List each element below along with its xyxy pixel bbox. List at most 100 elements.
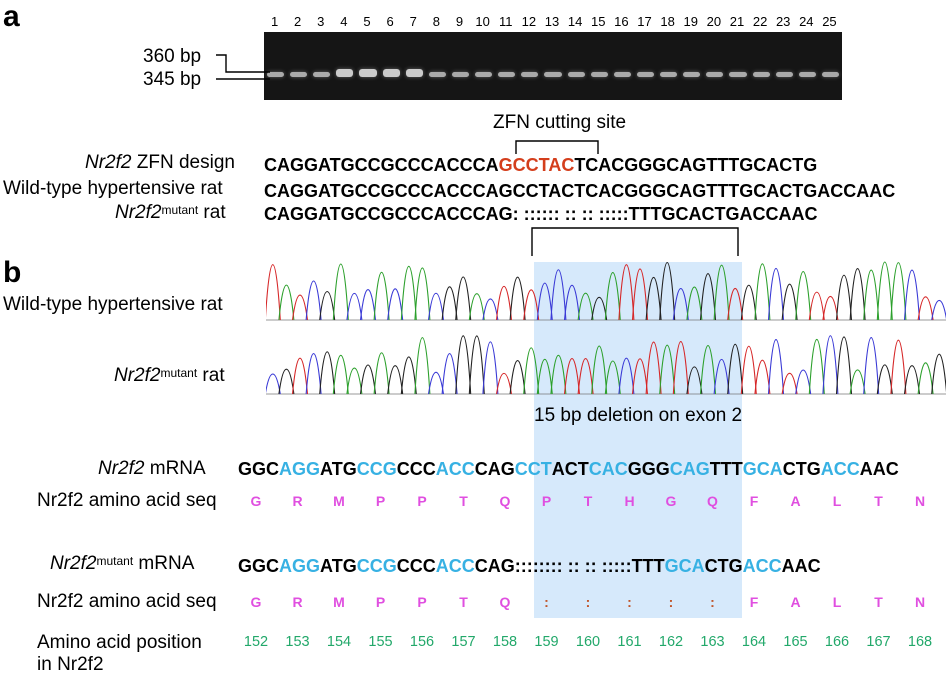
lane-number: 19: [683, 14, 698, 29]
codon: CCT: [514, 459, 552, 479]
superscript: mutant: [160, 366, 198, 380]
position-number: 167: [866, 634, 891, 650]
codon: GGC: [238, 556, 280, 576]
seq-part: CAGGATGCCGCCCACCCA: [264, 155, 499, 175]
trace-peak: [876, 261, 893, 321]
position-number: 159: [534, 634, 559, 650]
codon: AGG: [279, 556, 321, 576]
codon: GCA: [742, 459, 783, 479]
position-number: 168: [907, 634, 933, 650]
trace-peak: [876, 364, 893, 395]
amino-acid: H: [624, 493, 635, 509]
trace-peak: [822, 296, 839, 321]
lane-number: 20: [706, 14, 722, 29]
trace-peak: [332, 355, 349, 395]
trace-peak: [767, 339, 785, 395]
position-number: 154: [326, 634, 352, 650]
codon: GGC: [238, 459, 280, 479]
amino-acid: :: [544, 594, 549, 610]
trace-peak: [291, 357, 309, 395]
trace-peak: [713, 358, 730, 395]
lane-number: 1: [270, 14, 279, 29]
trace-peak: [387, 288, 404, 321]
trace-peak: [495, 372, 513, 395]
mrna-label-wt: Nr2f2 mRNA: [98, 458, 206, 480]
lane-number: 21: [729, 14, 745, 29]
gel-band: [475, 72, 493, 77]
trace-peak: [400, 266, 417, 321]
trace-peak: [468, 293, 485, 321]
trace-peak: [903, 365, 921, 395]
lane-number: 18: [660, 14, 675, 29]
amino-acid: L: [832, 493, 842, 509]
amino-acid: :: [627, 594, 632, 610]
label-text: mRNA: [133, 553, 195, 574]
seq-part: CAGGATGCCGCCCACCCAG: :::::: :: :: :::::T…: [264, 204, 818, 224]
amino-acid: :: [668, 594, 674, 610]
trace-peak: [332, 263, 349, 321]
deletion-label: 15 bp deletion on exon 2: [534, 405, 743, 426]
codon: AAC: [859, 459, 899, 479]
trace-peak: [740, 284, 757, 321]
trace-peak: [373, 352, 390, 395]
position-number: 161: [617, 634, 642, 650]
trace-peak: [754, 359, 771, 395]
superscript: mutant: [161, 203, 199, 217]
trace-peak: [427, 293, 445, 321]
gel-band: [405, 69, 423, 77]
gel-lane-numbers: 1 2 3 4 5 6 7 8 9 10 11 12 13 14 15 16 17 18 19 20 21 22 23 24 2…: [263, 15, 843, 31]
trace-peak: [455, 276, 472, 321]
trace-peak: [278, 368, 295, 395]
gel-band: [451, 72, 470, 77]
amino-acid: :: [585, 594, 591, 610]
trace-peak: [523, 289, 540, 321]
gene-name: Nr2f2: [115, 202, 162, 223]
chromatogram-wt: [266, 261, 946, 321]
trace-peak: [686, 366, 703, 395]
codon: CCG: [356, 459, 397, 479]
trace-peak: [808, 339, 825, 395]
trace-peak: [346, 367, 363, 395]
gel-band: [290, 72, 308, 77]
amino-acid: M: [333, 493, 345, 509]
trace-peak: [699, 344, 717, 395]
wt-sequence: CAGGATGCCGCCCACCCAGCCTACTCACGGGCAGTTTGCA…: [264, 180, 895, 202]
trace-peak: [931, 353, 946, 395]
trace-peak: [509, 277, 526, 321]
lane-number: 8: [432, 14, 440, 29]
mutant-mrna-sequence: GGCAGGATGCCGCCCACCCAG:::::::: :: :: ::::…: [238, 555, 821, 577]
lane-number: 12: [521, 14, 537, 29]
superscript: mutant: [96, 554, 134, 568]
aa-label-wt: Nr2f2 amino acid seq: [37, 490, 217, 511]
amino-acid: P: [375, 594, 386, 610]
amino-acid: L: [832, 594, 842, 610]
lane-number: 6: [386, 14, 394, 29]
gel-band: [590, 72, 608, 77]
amino-acid: T: [874, 493, 883, 509]
gene-name: Nr2f2: [114, 365, 161, 386]
trace-peak: [740, 345, 757, 395]
trace-peak: [305, 280, 322, 321]
trace-peak: [767, 267, 785, 321]
trace-peak: [835, 336, 853, 395]
amino-acid: N: [914, 594, 926, 610]
gene-name: Nr2f2: [50, 553, 97, 574]
codon: GGG: [627, 459, 670, 479]
gel-band: [660, 72, 678, 77]
lane-number: 7: [409, 14, 417, 29]
trace-peak: [319, 290, 336, 321]
trace-peak: [359, 364, 377, 395]
gene-name: Nr2f2: [85, 152, 132, 173]
amino-acid: P: [541, 493, 552, 509]
codon: CCC: [396, 459, 436, 479]
trace-peak: [659, 262, 676, 321]
codon: CCC: [396, 556, 436, 576]
mutant-amino-acids: G R M P P T Q::::: F A L T N: [0, 594, 946, 614]
label-text: mRNA: [144, 458, 206, 479]
position-number: 160: [575, 634, 601, 650]
codon: ATG: [320, 459, 357, 479]
position-number: 157: [451, 634, 476, 650]
deletion-bracket: [531, 227, 739, 256]
trace-peak: [631, 268, 649, 321]
trace-peak: [346, 293, 363, 321]
